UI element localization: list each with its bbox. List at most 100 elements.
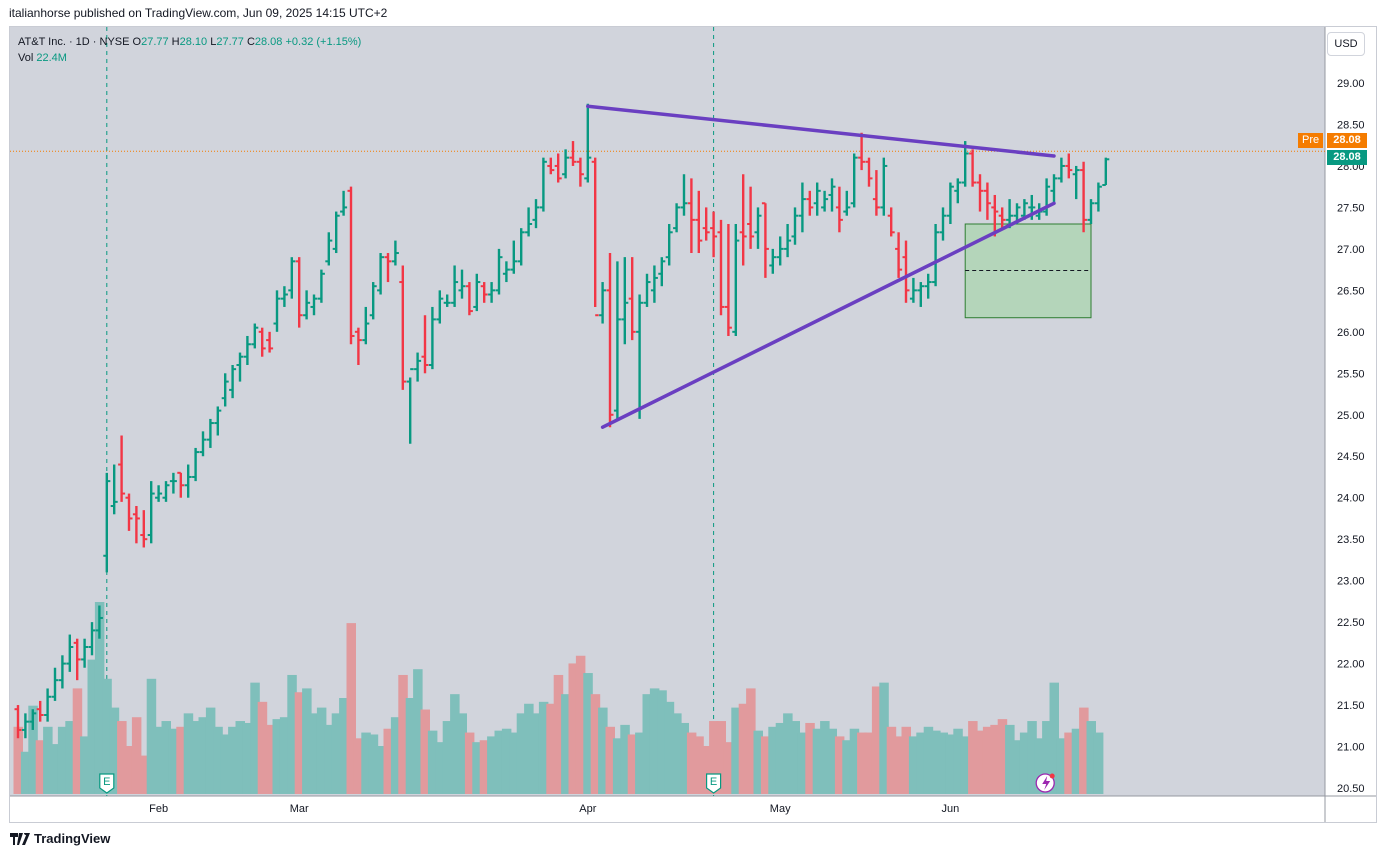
volume-bar (797, 732, 808, 794)
ohlc-bar (44, 688, 52, 722)
ohlc-bar (110, 464, 118, 515)
volume-bar (834, 736, 845, 794)
ohlc-bar (665, 224, 673, 266)
volume-bar (361, 732, 371, 794)
volume-bar (390, 717, 401, 794)
tradingview-brand[interactable]: TradingView (10, 831, 110, 846)
volume-bar (265, 724, 275, 794)
ohlc-bar (51, 667, 59, 701)
volume-bar (250, 682, 260, 794)
publisher-line: italianhorse published on TradingView.co… (9, 6, 388, 20)
volume-bar (783, 713, 793, 794)
volume-bar (487, 736, 497, 794)
volume-bar (982, 726, 993, 794)
volume-bar (1027, 721, 1037, 794)
ohlc-bar (140, 510, 148, 548)
volume-bar (968, 721, 978, 794)
ohlc-bar (828, 178, 836, 212)
volume-bar (738, 703, 749, 794)
ohlc-bar (754, 207, 762, 249)
volume-bar (131, 717, 142, 794)
earnings-marker-icon[interactable]: E (99, 773, 115, 794)
volume-bar (657, 690, 667, 794)
ohlc-bar (739, 174, 747, 266)
volume-bar (768, 726, 778, 794)
ohlc-bar (362, 306, 370, 345)
ohlc-bar (887, 207, 895, 237)
volume-bar (975, 730, 985, 794)
volume-bar (376, 746, 386, 794)
ohlc-bar (325, 232, 333, 266)
ohlc-bar (147, 481, 155, 544)
volume-bar (746, 688, 756, 794)
ohlc-bar (1043, 178, 1051, 216)
ohlc-bar (724, 224, 732, 336)
volume-bar (879, 682, 889, 794)
ohlc-bar (162, 481, 170, 502)
volume-bar (65, 721, 75, 794)
chart-frame[interactable]: 29.00 28.50 28.00 27.50 27.00 26.50 26.00 25.50… (9, 26, 1377, 823)
ohlc-bar (399, 265, 407, 390)
tradingview-logo-icon (10, 832, 30, 845)
ohlc-bar (613, 261, 621, 419)
y-tick-label: 26.00 (1337, 327, 1365, 339)
ohlc-bar (606, 253, 614, 428)
volume-bar (960, 736, 971, 794)
earnings-marker-icon[interactable]: E (706, 773, 722, 794)
dividend-flash-icon[interactable] (1035, 773, 1055, 793)
ohlc-bar (347, 186, 355, 345)
volume-bar (339, 698, 349, 794)
volume-bar (612, 738, 623, 794)
ohlc-bar (939, 207, 947, 241)
volume-bar (457, 713, 467, 794)
ohlc-bar (584, 103, 592, 183)
volume-bar (346, 623, 356, 794)
volume-bar (620, 724, 630, 794)
volume-bar (575, 655, 586, 794)
volume-bar (908, 736, 919, 794)
ohlc-bar (1087, 199, 1095, 224)
volume-bar (1093, 732, 1104, 794)
volume-bar (183, 713, 194, 794)
volume-bar (931, 730, 941, 794)
ohlc-bar (177, 471, 185, 498)
ohlc-bar (791, 207, 799, 245)
ohlc-bar (103, 472, 111, 573)
close-label: C (246, 36, 255, 48)
ohlc-bar (221, 373, 229, 407)
ohlc-bar (776, 236, 784, 266)
volume-bar (553, 674, 564, 794)
ohlc-bar (909, 277, 917, 303)
volume-bar (124, 746, 134, 794)
y-tick-label: 29.00 (1337, 78, 1365, 90)
volume-bar (35, 740, 46, 794)
symbol-title[interactable]: AT&T Inc. · 1D · NYSE (18, 36, 130, 48)
ohlc-bar (702, 207, 710, 241)
volume-bar (450, 694, 460, 794)
price-chart[interactable]: 29.0028.5028.0027.5027.0026.5026.0025.50… (10, 27, 1377, 823)
volume-bar (1056, 738, 1067, 794)
volume-bar (1019, 732, 1030, 794)
volume-bar (590, 694, 601, 794)
ohlc-bar (976, 174, 984, 212)
volume-bar (694, 736, 704, 794)
volume-bar (316, 707, 327, 794)
volume-bar (561, 694, 571, 794)
ohlc-bar (58, 655, 66, 689)
ohlc-bar (710, 211, 718, 258)
volume-bar (57, 726, 68, 794)
resistance-trendline (586, 104, 1056, 158)
ohlc-bar (251, 323, 259, 349)
volume-bar (901, 726, 911, 794)
volume-bar (420, 709, 430, 794)
ohlc-bar (821, 190, 829, 212)
ohlc-bar (384, 253, 392, 283)
volume-legend: Vol 22.4M (18, 52, 67, 64)
volume-bar (383, 728, 393, 794)
currency-button[interactable]: USD (1327, 32, 1365, 56)
volume-bar (43, 726, 53, 794)
y-tick-label: 24.00 (1337, 493, 1365, 505)
volume-bar (775, 722, 786, 794)
y-tick-label: 23.00 (1337, 576, 1365, 588)
volume-bar (709, 721, 719, 794)
